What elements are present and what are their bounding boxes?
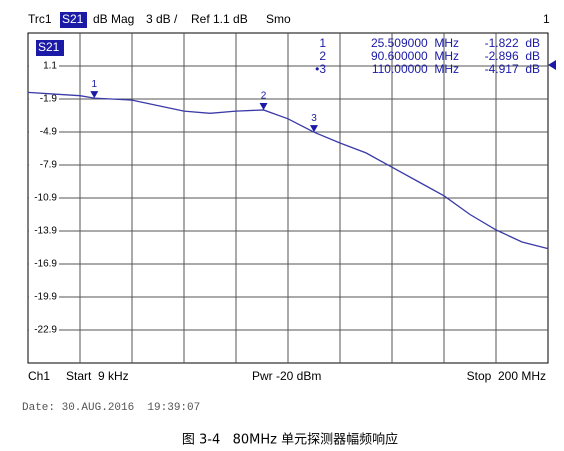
tick-bg [29, 324, 59, 336]
format: dB Mag [93, 12, 134, 26]
marker-table-name: •3 [315, 62, 326, 76]
trace-label: S21 [38, 40, 60, 54]
marker-label: 1 [92, 79, 98, 90]
y-tick-label: -7.9 [40, 160, 58, 171]
stop: Stop 200 MHz [467, 369, 546, 383]
y-tick-label: -13.9 [34, 226, 57, 237]
caption: 图 3-4 80MHz 单元探测器幅频响应 [182, 432, 398, 448]
start: Start 9 kHz [66, 369, 129, 383]
tick-bg [29, 225, 59, 237]
channel-number: 1 [543, 12, 550, 26]
param: S21 [62, 12, 84, 26]
ref-marker [548, 60, 556, 70]
trace-box [36, 40, 64, 56]
power: Pwr -20 dBm [252, 369, 321, 383]
marker-table-y: -1.822 dB [485, 36, 540, 50]
marker [309, 125, 318, 133]
marker-table-x: 25.509000 MHz [371, 36, 459, 50]
y-tick-label: -1.9 [40, 94, 58, 105]
tick-bg [29, 93, 59, 105]
marker [90, 91, 99, 99]
ref: Ref 1.1 dB [191, 12, 248, 26]
y-tick-label: -16.9 [34, 259, 57, 270]
marker-table-y: -2.896 dB [485, 49, 540, 63]
tick-bg [29, 291, 59, 303]
smo: Smo [266, 12, 291, 26]
marker-table-name: 2 [319, 49, 326, 63]
y-tick-label: -22.9 [34, 325, 57, 336]
marker-label: 3 [311, 113, 317, 124]
y-tick-label: -19.9 [34, 292, 57, 303]
tick-bg [29, 60, 59, 72]
marker-table-name: 1 [319, 36, 326, 50]
tick-bg [29, 192, 59, 204]
marker-label: 2 [261, 91, 267, 102]
plot: 1.1 -1.9 -4.9 -7.9 -10.9 -13.9 -16.9 -19.9 -22.9… [27, 33, 549, 363]
tick-bg [29, 159, 59, 171]
marker-table-x: 110.00000 MHz [372, 62, 459, 76]
trace [27, 91, 549, 250]
trace-name: Trc1 [28, 12, 52, 26]
marker [259, 102, 268, 110]
y-tick-label: -10.9 [34, 193, 57, 204]
date: Date: 30.AUG.2016 19:39:07 [22, 402, 200, 414]
param-box [60, 12, 87, 28]
marker-table-x: 90.600000 MHz [371, 49, 459, 63]
tick-bg [29, 258, 59, 270]
y-tick-label: -4.9 [40, 127, 58, 138]
marker-table-y: -4.917 dB [485, 62, 540, 76]
tick-bg [29, 126, 59, 138]
scale: 3 dB / [146, 12, 178, 26]
y-tick-label: 1.1 [43, 61, 57, 72]
channel: Ch1 [28, 369, 50, 383]
